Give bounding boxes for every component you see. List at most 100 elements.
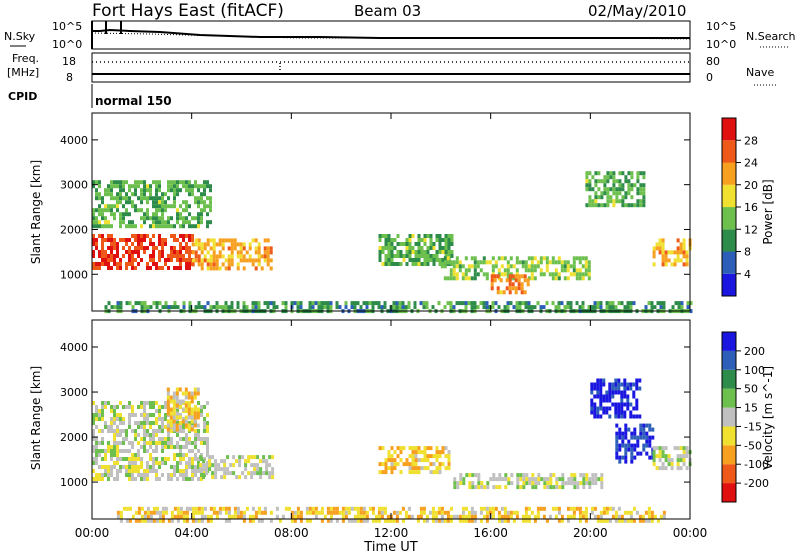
power-cell xyxy=(390,258,394,262)
power-cell xyxy=(585,183,589,188)
velocity-cell xyxy=(548,514,552,519)
power-cell xyxy=(599,305,603,310)
power-cell xyxy=(539,272,543,277)
velocity-cell xyxy=(110,445,113,449)
velocity-cell xyxy=(95,437,98,441)
power-cell xyxy=(119,301,123,306)
velocity-cell xyxy=(190,407,194,412)
power-cell xyxy=(444,254,448,258)
velocity-cell xyxy=(480,485,484,490)
power-cell xyxy=(682,254,686,259)
power-cell xyxy=(317,301,321,306)
velocity-cell xyxy=(128,518,132,523)
velocity-cell xyxy=(122,506,126,511)
noise-panel-frame xyxy=(91,20,691,50)
power-cell xyxy=(518,301,522,306)
power-cell xyxy=(212,262,216,267)
velocity-cell xyxy=(175,387,179,392)
velocity-cell xyxy=(432,470,436,475)
power-cell xyxy=(563,264,567,269)
power-cell xyxy=(161,238,164,242)
velocity-cell xyxy=(635,378,639,383)
velocity-colorbar-tick-label: -200 xyxy=(744,477,769,490)
velocity-cell xyxy=(184,403,188,408)
velocity-cell xyxy=(356,510,360,515)
velocity-cell xyxy=(402,446,406,451)
velocity-cell xyxy=(191,457,194,461)
power-cell xyxy=(209,208,212,213)
power-colorbar-tick-label: 16 xyxy=(744,201,758,214)
velocity-cell xyxy=(119,514,123,519)
velocity-cell xyxy=(143,417,146,421)
velocity-cell xyxy=(477,485,481,490)
power-cell xyxy=(200,250,204,255)
power-cell xyxy=(182,224,185,229)
power-cell xyxy=(491,256,495,261)
velocity-cell xyxy=(200,506,204,511)
velocity-cell xyxy=(570,473,574,478)
velocity-cell xyxy=(477,477,481,482)
power-cell xyxy=(101,246,104,250)
power-cell xyxy=(624,195,628,200)
velocity-cell xyxy=(179,405,182,409)
power-cell xyxy=(627,183,631,188)
velocity-cell xyxy=(471,481,475,486)
velocity-cell xyxy=(271,475,275,480)
power-cell xyxy=(140,246,143,250)
power-cell xyxy=(257,254,261,259)
power-echo-region xyxy=(585,171,646,208)
power-cell xyxy=(164,192,167,197)
power-cell xyxy=(392,301,396,306)
velocity-cell xyxy=(444,466,448,471)
velocity-cell xyxy=(569,506,573,511)
velocity-cell xyxy=(206,413,209,417)
power-cell xyxy=(140,200,143,205)
velocity-cell xyxy=(623,402,627,407)
velocity-cell xyxy=(131,477,134,481)
velocity-cell xyxy=(633,455,637,460)
velocity-cell xyxy=(546,477,550,482)
power-cell xyxy=(266,301,270,306)
velocity-cell xyxy=(137,469,140,473)
power-cell xyxy=(423,262,427,266)
velocity-cell xyxy=(188,457,191,461)
velocity-cell xyxy=(206,429,209,433)
power-cell xyxy=(104,258,107,262)
velocity-colorbar-tick-label: -50 xyxy=(744,439,762,452)
power-cell xyxy=(146,262,149,266)
velocity-cell xyxy=(648,435,652,440)
velocity-cell xyxy=(438,466,442,471)
velocity-cell xyxy=(128,473,131,477)
power-cell xyxy=(689,309,693,314)
velocity-cell xyxy=(203,473,206,477)
power-cell xyxy=(652,246,656,251)
velocity-cell xyxy=(399,446,403,451)
velocity-cell xyxy=(119,510,123,515)
velocity-cell xyxy=(396,446,400,451)
velocity-cell xyxy=(146,465,149,469)
velocity-cell xyxy=(125,473,128,477)
power-cell xyxy=(209,200,212,205)
velocity-cell xyxy=(143,510,147,515)
power-cell xyxy=(508,278,512,283)
power-cell xyxy=(606,179,610,184)
velocity-cell xyxy=(176,441,179,445)
velocity-cell xyxy=(290,510,294,515)
velocity-cell xyxy=(353,518,357,523)
noise-panel: N.Sky 10^5 10^0 10^5 10^0 N.Search xyxy=(4,20,796,51)
power-cell xyxy=(470,276,474,281)
power-cell xyxy=(563,276,567,281)
power-cell xyxy=(627,179,631,184)
power-cell xyxy=(429,258,433,262)
power-cell xyxy=(590,305,594,310)
velocity-cell xyxy=(169,399,173,404)
power-cell xyxy=(269,266,273,271)
power-cell xyxy=(119,266,122,270)
velocity-cell xyxy=(384,466,388,471)
power-cell xyxy=(612,199,616,204)
power-cell xyxy=(167,216,170,221)
velocity-cell xyxy=(638,518,642,523)
power-cell xyxy=(485,276,489,281)
velocity-cell xyxy=(95,409,98,413)
velocity-cell xyxy=(411,462,415,467)
